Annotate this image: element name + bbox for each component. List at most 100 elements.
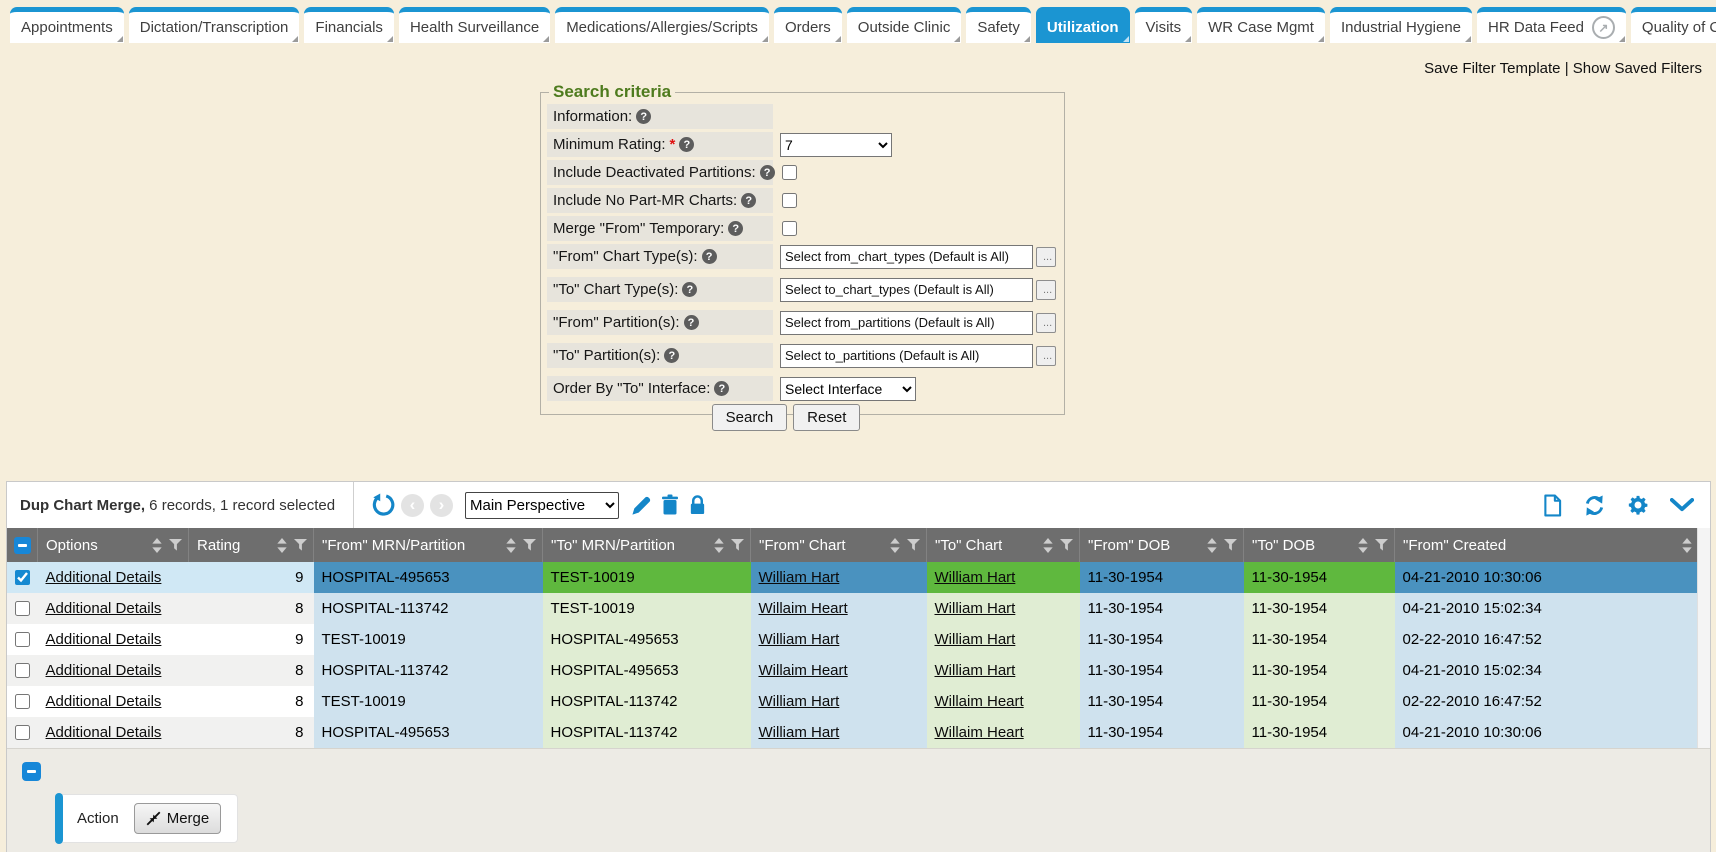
options-link[interactable]: Additional Details — [45, 724, 162, 741]
undo-icon[interactable] — [371, 493, 395, 517]
filter-funnel-icon[interactable] — [1224, 538, 1237, 552]
sort-icon[interactable] — [506, 537, 516, 553]
minimum-rating-select[interactable]: 7 — [780, 132, 892, 157]
to-chart-type-s-picker-button[interactable]: ... — [1036, 279, 1056, 300]
filter-funnel-icon[interactable] — [907, 538, 920, 552]
collapse-chevron-icon[interactable] — [1670, 498, 1694, 512]
merge-button[interactable]: Merge — [133, 803, 222, 834]
filter-funnel-icon[interactable] — [169, 538, 182, 552]
filter-funnel-icon[interactable] — [523, 538, 536, 552]
column-header-from-mrn-partition[interactable]: "From" MRN/Partition — [313, 528, 543, 562]
edit-pencil-icon[interactable] — [631, 495, 652, 516]
from_chart-link[interactable]: Willaim Heart — [758, 662, 848, 679]
to_chart-link[interactable]: William Hart — [934, 569, 1016, 586]
from-chart-type-s-input[interactable] — [780, 244, 1033, 269]
help-icon[interactable]: ? — [741, 193, 757, 208]
from-partition-s-picker-button[interactable]: ... — [1036, 312, 1056, 333]
from_chart-link[interactable]: William Hart — [758, 631, 840, 648]
help-icon[interactable]: ? — [728, 221, 744, 236]
column-header-options[interactable]: Options — [37, 528, 189, 562]
to_chart-link[interactable]: William Hart — [934, 600, 1016, 617]
tab-financials[interactable]: Financials — [304, 7, 394, 43]
sort-icon[interactable] — [1682, 537, 1692, 553]
row-checkbox[interactable] — [15, 693, 31, 709]
to_chart-link[interactable]: William Hart — [934, 662, 1016, 679]
from_chart-link[interactable]: Willaim Heart — [758, 600, 848, 617]
row-checkbox[interactable] — [15, 569, 31, 585]
collapse-action-panel-toggle[interactable] — [22, 762, 41, 781]
row-checkbox[interactable] — [15, 724, 31, 740]
row-checkbox[interactable] — [15, 662, 31, 678]
vertical-scrollbar[interactable] — [1697, 528, 1710, 748]
sort-icon[interactable] — [1358, 537, 1368, 553]
filter-funnel-icon[interactable] — [294, 538, 307, 552]
from_chart-link[interactable]: William Hart — [758, 569, 840, 586]
merge-from-temporary-checkbox[interactable] — [782, 221, 797, 236]
options-link[interactable]: Additional Details — [45, 569, 162, 586]
column-header-from-dob[interactable]: "From" DOB — [1079, 528, 1244, 562]
to_chart-link[interactable]: Willaim Heart — [934, 693, 1024, 710]
tab-orders[interactable]: Orders — [773, 7, 842, 43]
filter-funnel-icon[interactable] — [1060, 538, 1073, 552]
tab-hr-data-feed[interactable]: HR Data Feed ↗ — [1477, 7, 1626, 43]
column-header-to-mrn-partition[interactable]: "To" MRN/Partition — [542, 528, 751, 562]
sort-icon[interactable] — [890, 537, 900, 553]
tab-utilization[interactable]: Utilization — [1035, 7, 1130, 43]
help-icon[interactable]: ? — [664, 348, 680, 363]
filter-funnel-icon[interactable] — [731, 538, 744, 552]
sort-icon[interactable] — [152, 537, 162, 553]
tab-wr-case-mgmt[interactable]: WR Case Mgmt — [1197, 7, 1325, 43]
row-checkbox[interactable] — [15, 600, 31, 616]
options-link[interactable]: Additional Details — [45, 631, 162, 648]
help-icon[interactable]: ? — [636, 109, 652, 124]
to-partition-s-picker-button[interactable]: ... — [1036, 345, 1056, 366]
help-icon[interactable]: ? — [679, 137, 695, 152]
to_chart-link[interactable]: Willaim Heart — [934, 724, 1024, 741]
perspective-select[interactable]: Main Perspective — [465, 491, 619, 519]
save-filter-template-link[interactable]: Save Filter Template — [1424, 60, 1561, 77]
reset-button[interactable]: Reset — [793, 404, 861, 431]
options-link[interactable]: Additional Details — [45, 600, 162, 617]
column-header-to-dob[interactable]: "To" DOB — [1243, 528, 1395, 562]
from-partition-s-input[interactable] — [780, 310, 1033, 335]
settings-gear-icon[interactable] — [1627, 494, 1649, 516]
sort-icon[interactable] — [714, 537, 724, 553]
help-icon[interactable]: ? — [682, 282, 698, 297]
from_chart-link[interactable]: William Hart — [758, 693, 840, 710]
search-button[interactable]: Search — [711, 404, 788, 431]
external-link-circle-icon[interactable]: ↗ — [1591, 16, 1615, 39]
column-header-to-chart[interactable]: "To" Chart — [926, 528, 1080, 562]
refresh-icon[interactable] — [1583, 494, 1606, 517]
help-icon[interactable]: ? — [759, 165, 775, 180]
column-header-from-created[interactable]: "From" Created — [1394, 528, 1699, 562]
tab-industrial-hygiene[interactable]: Industrial Hygiene — [1329, 7, 1473, 43]
options-link[interactable]: Additional Details — [45, 693, 162, 710]
options-link[interactable]: Additional Details — [45, 662, 162, 679]
delete-trash-icon[interactable] — [661, 494, 679, 516]
from_chart-link[interactable]: William Hart — [758, 724, 840, 741]
tab-quality-of-care[interactable]: Quality of Care — [1630, 7, 1716, 43]
tab-outside-clinic[interactable]: Outside Clinic — [846, 7, 962, 43]
column-header-from-chart[interactable]: "From" Chart — [750, 528, 927, 562]
to_chart-link[interactable]: William Hart — [934, 631, 1016, 648]
help-icon[interactable]: ? — [701, 249, 717, 264]
tab-dictation-transcription[interactable]: Dictation/Transcription — [128, 7, 300, 43]
row-checkbox[interactable] — [15, 631, 31, 647]
column-header-rating[interactable]: Rating — [188, 528, 314, 562]
tab-health-surveillance[interactable]: Health Surveillance — [398, 7, 551, 43]
sort-icon[interactable] — [1043, 537, 1053, 553]
prev-page-icon[interactable]: ‹ — [401, 493, 424, 517]
from-chart-type-s-picker-button[interactable]: ... — [1036, 246, 1056, 267]
include-no-part-mr-charts-checkbox[interactable] — [782, 193, 797, 208]
sort-icon[interactable] — [1207, 537, 1217, 553]
next-page-icon[interactable]: › — [430, 493, 453, 517]
sort-icon[interactable] — [277, 537, 287, 553]
to-partition-s-input[interactable] — [780, 343, 1033, 368]
help-icon[interactable]: ? — [683, 315, 699, 330]
filter-funnel-icon[interactable] — [1375, 538, 1388, 552]
order-by-to-interface-select[interactable]: Select Interface — [780, 376, 916, 401]
tab-appointments[interactable]: Appointments — [10, 7, 124, 43]
select-all-toggle[interactable] — [13, 536, 31, 554]
help-icon[interactable]: ? — [714, 381, 730, 396]
tab-safety[interactable]: Safety — [966, 7, 1031, 43]
